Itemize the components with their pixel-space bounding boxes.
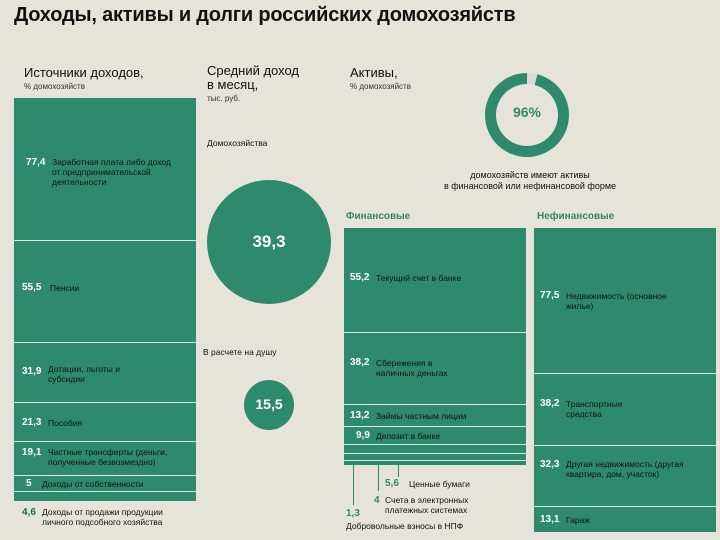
income-subheading: % домохозяйств bbox=[24, 82, 85, 91]
financial-value-loans: 13,2 bbox=[350, 410, 370, 421]
income-value-farm: 4,6 bbox=[22, 507, 36, 518]
financial-bar-pension-fund bbox=[344, 461, 526, 465]
income-label-transfers: Частные трансферты (деньги, полученные б… bbox=[48, 447, 168, 467]
nonfinancial-heading: Нефинансовые bbox=[537, 211, 615, 222]
financial-value-pension-fund: 1,3 bbox=[346, 508, 360, 519]
financial-label-cash: Сбережения в наличных деньгах bbox=[376, 358, 448, 378]
avg-income-subheading: тыс. руб. bbox=[207, 94, 241, 103]
financial-bar-securities bbox=[344, 445, 526, 454]
income-bar-farm bbox=[14, 492, 196, 501]
income-bar-benefits: 21,3 Пособия bbox=[14, 403, 196, 442]
per-capita-label: В расчете на душу bbox=[203, 347, 277, 357]
income-heading: Источники доходов, bbox=[24, 65, 144, 80]
nonfinancial-label-other-property: Другая недвижимость (другая квартира, до… bbox=[566, 459, 684, 479]
income-bar-salary: 77,4 Заработная плата либо доход от пред… bbox=[14, 98, 196, 241]
nonfinancial-bar-vehicles: 38,2 Транспортные средства bbox=[534, 374, 716, 446]
securities-leader bbox=[398, 465, 399, 477]
pension-fund-leader bbox=[353, 465, 354, 505]
nonfinancial-value-home: 77,5 bbox=[540, 290, 560, 301]
financial-bar-deposit: 9,9 Депозит в банке bbox=[344, 427, 526, 445]
nonfinancial-label-garage: Гараж bbox=[566, 515, 590, 525]
nonfinancial-label-home: Недвижимость (основное жилье) bbox=[566, 291, 667, 311]
nonfinancial-bar-other-property: 32,3 Другая недвижимость (другая квартир… bbox=[534, 446, 716, 507]
assets-donut: 96% bbox=[485, 73, 569, 157]
financial-label-deposit: Депозит в банке bbox=[376, 431, 441, 441]
income-value-benefits: 21,3 bbox=[22, 417, 42, 428]
income-bar-transfers: 19,1 Частные трансферты (деньги, получен… bbox=[14, 442, 196, 476]
income-bar-subsidies: 31,9 Дотации, льготы и субсидии bbox=[14, 343, 196, 403]
epayments-leader bbox=[378, 465, 379, 491]
financial-value-epayments: 4 bbox=[374, 495, 380, 506]
assets-caption-line2: в финансовой или нефинансовой форме bbox=[443, 181, 617, 191]
financial-bar-epayments bbox=[344, 454, 526, 461]
financial-bar-loans: 13,2 Займы частным лицам bbox=[344, 405, 526, 427]
per-capita-circle: 15,5 bbox=[244, 380, 294, 430]
nonfinancial-value-vehicles: 38,2 bbox=[540, 398, 560, 409]
assets-caption-line1: домохозяйств имеют активы bbox=[470, 170, 590, 180]
nonfinancial-bar-home: 77,5 Недвижимость (основное жилье) bbox=[534, 228, 716, 374]
financial-value-deposit: 9,9 bbox=[356, 430, 370, 441]
financial-heading: Финансовые bbox=[346, 211, 411, 222]
financial-value-securities: 5,6 bbox=[385, 478, 399, 489]
financial-bar-cash: 38,2 Сбережения в наличных деньгах bbox=[344, 333, 526, 405]
nonfinancial-value-other-property: 32,3 bbox=[540, 459, 560, 470]
income-label-property: Доходы от собственности bbox=[42, 479, 144, 489]
financial-value-cash: 38,2 bbox=[350, 357, 370, 368]
income-label-salary: Заработная плата либо доход от предприни… bbox=[52, 157, 171, 187]
assets-subheading: % домохозяйств bbox=[350, 82, 411, 91]
page-title: Доходы, активы и долги российских домохо… bbox=[14, 4, 516, 26]
nonfinancial-bar-garage: 13,1 Гараж bbox=[534, 507, 716, 532]
nonfinancial-label-vehicles: Транспортные средства bbox=[566, 399, 623, 419]
financial-label-pension-fund: Добровольные взносы в НПФ bbox=[346, 521, 464, 531]
income-label-subsidies: Дотации, льготы и субсидии bbox=[48, 364, 120, 384]
per-capita-value: 15,5 bbox=[255, 396, 283, 412]
income-value-pensions: 55,5 bbox=[22, 282, 42, 293]
financial-chart: 55,2 Текущий счет в банке 38,2 Сбережени… bbox=[344, 228, 526, 468]
income-value-subsidies: 31,9 bbox=[22, 366, 42, 377]
financial-label-epayments: Счета в электронных платежных системах bbox=[385, 495, 469, 515]
assets-caption: домохозяйств имеют активы в финансовой и… bbox=[420, 170, 640, 192]
income-value-property: 5 bbox=[26, 478, 32, 489]
households-value: 39,3 bbox=[252, 232, 286, 251]
income-value-transfers: 19,1 bbox=[22, 447, 42, 458]
income-label-benefits: Пособия bbox=[48, 418, 83, 428]
income-chart: 77,4 Заработная плата либо доход от пред… bbox=[14, 98, 196, 530]
financial-bar-account: 55,2 Текущий счет в банке bbox=[344, 228, 526, 333]
avg-income-heading: Средний доход в месяц, bbox=[207, 63, 300, 92]
households-circle: 39,3 bbox=[207, 180, 331, 304]
financial-value-account: 55,2 bbox=[350, 272, 370, 283]
income-bar-pensions: 55,5 Пенсии bbox=[14, 241, 196, 343]
income-value-salary: 77,4 bbox=[26, 157, 46, 168]
assets-donut-value: 96% bbox=[512, 104, 542, 120]
income-label-farm: Доходы от продажи продукции личного подс… bbox=[42, 507, 163, 527]
nonfinancial-value-garage: 13,1 bbox=[540, 514, 560, 525]
financial-label-securities: Ценные бумаги bbox=[409, 479, 470, 489]
households-label: Домохозяйства bbox=[207, 138, 268, 148]
assets-heading: Активы, bbox=[350, 65, 398, 80]
income-bar-property: 5 Доходы от собственности bbox=[14, 476, 196, 492]
nonfinancial-chart: 77,5 Недвижимость (основное жилье) 38,2 … bbox=[534, 228, 716, 532]
financial-label-account: Текущий счет в банке bbox=[376, 273, 462, 283]
financial-label-loans: Займы частным лицам bbox=[376, 411, 467, 421]
income-label-pensions: Пенсии bbox=[50, 283, 80, 293]
